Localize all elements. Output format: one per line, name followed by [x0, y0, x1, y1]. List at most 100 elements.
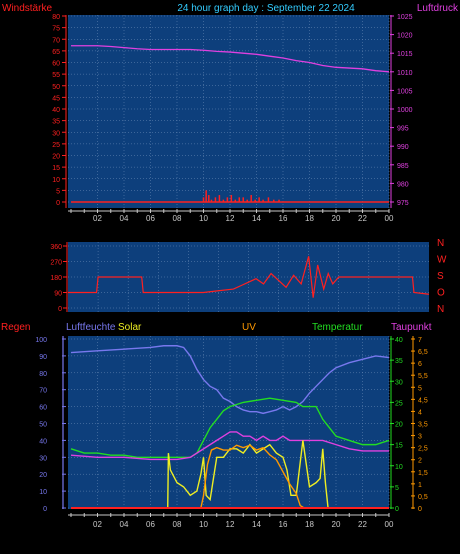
pressure-label: Luftdruck	[417, 3, 459, 14]
series-direction	[68, 256, 430, 298]
temperature-tick-label: 5	[395, 485, 399, 492]
pressure-tick-label: 1000	[397, 107, 413, 114]
compass-label: N	[437, 304, 444, 315]
temperature-tick-label: 30	[395, 379, 403, 386]
wind-tick-label: 50	[52, 84, 60, 91]
dewpoint-label: Taupunkt	[391, 322, 432, 333]
series-climate	[70, 345, 390, 509]
direction-tick-label: 0	[58, 306, 62, 313]
time-tick-label: 16	[279, 520, 288, 529]
uv-tick-label: 6,5	[418, 349, 428, 356]
time-tick-label: 10	[199, 520, 208, 529]
wind-speed-axis: 0 5 10 15 20 25 30 35 40 45 50 55 60 65 70 75 80	[52, 14, 67, 208]
wind-tick-label: 20	[52, 154, 60, 161]
time-tick-label: 00	[385, 214, 394, 223]
pressure-tick-label: 990	[397, 144, 409, 151]
time-tick-label: 08	[173, 520, 182, 529]
direction-tick-label: 90	[54, 291, 62, 298]
time-tick-label: 16	[279, 214, 288, 223]
wind-tick-label: 45	[52, 95, 60, 102]
time-tick-label: 22	[358, 520, 367, 529]
temperature-axis: 0 5 10 15 20 25 30 35 40	[390, 336, 403, 513]
climate-panel: Regen Luftfeuchte Solar UV Temperatur Ta…	[1, 322, 432, 529]
dewpoint-line	[70, 431, 389, 461]
humidity-tick-label: 90	[39, 354, 47, 361]
time-tick-label: 18	[305, 520, 314, 529]
time-tick-label: 00	[385, 520, 394, 529]
temperature-tick-label: 0	[395, 506, 399, 513]
temperature-label: Temperatur	[312, 322, 363, 333]
time-tick-label: 20	[332, 214, 341, 223]
uv-tick-label: 5	[418, 385, 422, 392]
humidity-tick-label: 0	[43, 506, 47, 513]
time-tick-label: 06	[146, 520, 155, 529]
wind-tick-label: 10	[52, 177, 60, 184]
uv-tick-label: 7	[418, 337, 422, 344]
wind-tick-label: 5	[56, 188, 60, 195]
direction-axis: 0 90 180 270 360	[50, 242, 68, 313]
time-tick-label: 04	[120, 520, 129, 529]
temperature-tick-label: 25	[395, 400, 403, 407]
humidity-tick-label: 40	[39, 438, 47, 445]
series-top	[71, 45, 390, 203]
solar-label: Solar	[118, 322, 142, 333]
grid-top	[68, 15, 390, 208]
wind-tick-label: 75	[52, 26, 60, 33]
compass-label: W	[437, 255, 447, 266]
wind-tick-label: 70	[52, 37, 60, 44]
wind-tick-label: 35	[52, 119, 60, 126]
humidity-line	[70, 345, 390, 415]
time-tick-label: 20	[332, 520, 341, 529]
pressure-tick-label: 1015	[397, 51, 413, 58]
humidity-tick-label: 50	[39, 422, 47, 429]
humidity-tick-label: 80	[39, 371, 47, 378]
time-tick-label: 12	[226, 214, 235, 223]
time-tick-label: 08	[173, 214, 182, 223]
plot-area-climate	[68, 336, 389, 509]
compass-label: N	[437, 238, 444, 249]
uv-tick-label: 2,5	[418, 446, 428, 453]
uv-tick-label: 0	[418, 506, 422, 513]
time-tick-label: 02	[93, 214, 102, 223]
humidity-tick-label: 20	[39, 472, 47, 479]
wind-tick-label: 40	[52, 107, 60, 114]
uv-tick-label: 1,5	[418, 470, 428, 477]
chart-title: 24 hour graph day : September 22 2024	[177, 3, 355, 14]
wind-tick-label: 0	[56, 200, 60, 207]
pressure-tick-label: 995	[397, 126, 409, 133]
time-tick-label: 06	[146, 214, 155, 223]
humidity-label: Luftfeuchte	[66, 322, 116, 333]
wind-tick-label: 15	[52, 165, 60, 172]
wind-tick-label: 80	[52, 14, 60, 21]
uv-tick-label: 4,5	[418, 397, 428, 404]
wind-speed-label: Windstärke	[2, 3, 52, 14]
temperature-tick-label: 20	[395, 422, 403, 429]
humidity-tick-label: 60	[39, 405, 47, 412]
pressure-tick-label: 1005	[397, 88, 413, 95]
direction-tick-label: 180	[50, 275, 62, 282]
time-tick-label: 12	[226, 520, 235, 529]
uv-tick-label: 3	[418, 434, 422, 441]
pressure-line	[71, 45, 390, 73]
time-tick-label: 02	[93, 520, 102, 529]
uv-tick-label: 5,5	[418, 373, 428, 380]
time-tick-label: 04	[120, 214, 129, 223]
direction-tick-label: 270	[50, 260, 62, 267]
direction-tick-label: 360	[50, 244, 62, 251]
pressure-tick-label: 1020	[397, 33, 413, 40]
wind-pressure-panel: Windstärke 24 hour graph day : September…	[2, 3, 459, 223]
pressure-tick-label: 1025	[397, 14, 413, 21]
humidity-tick-label: 10	[39, 489, 47, 496]
uv-tick-label: 6	[418, 361, 422, 368]
time-tick-label: 14	[252, 214, 261, 223]
wind-tick-label: 55	[52, 72, 60, 79]
temperature-tick-label: 15	[395, 443, 403, 450]
uv-axis: 0 0,5 1 1,5 2 2,5 3 3,5 4 4,5 5 5,5 6 6,5 7	[411, 336, 428, 513]
humidity-tick-label: 30	[39, 455, 47, 462]
uv-tick-label: 1	[418, 482, 422, 489]
time-tick-label: 10	[199, 214, 208, 223]
pressure-tick-label: 985	[397, 163, 409, 170]
temperature-tick-label: 10	[395, 464, 403, 471]
